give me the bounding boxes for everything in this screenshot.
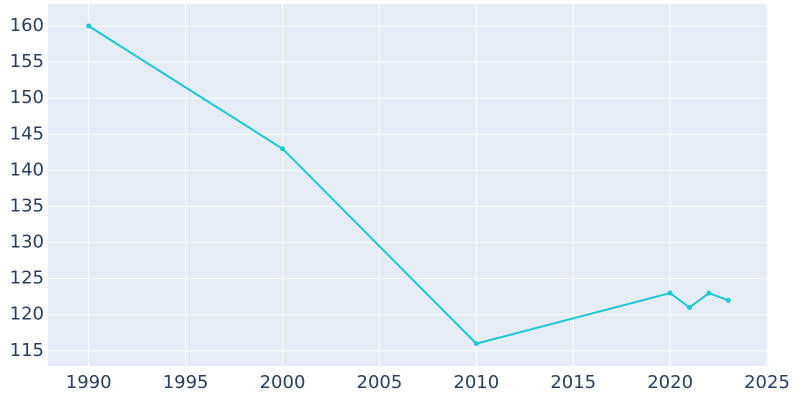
x-tick-label: 1990 — [66, 372, 112, 393]
marker — [687, 305, 693, 311]
y-tick-label: 115 — [10, 340, 44, 361]
y-tick-label: 150 — [10, 87, 44, 108]
y-tick-label: 125 — [10, 268, 44, 289]
x-tick-label: 2015 — [550, 372, 596, 393]
marker — [667, 290, 673, 296]
marker — [280, 146, 286, 152]
x-tick-label: 2010 — [453, 372, 499, 393]
x-tick-label: 2025 — [744, 372, 790, 393]
y-tick-label: 135 — [10, 195, 44, 216]
x-tick-label: 2000 — [260, 372, 306, 393]
x-tick-label: 1995 — [163, 372, 209, 393]
x-tick-label: 2005 — [357, 372, 403, 393]
y-tick-label: 120 — [10, 304, 44, 325]
y-tick-label: 155 — [10, 51, 44, 72]
y-tick-label: 145 — [10, 123, 44, 144]
marker — [725, 297, 731, 303]
marker — [473, 341, 479, 347]
marker — [86, 23, 92, 29]
x-tick-label: 2020 — [647, 372, 693, 393]
marker — [706, 290, 712, 296]
y-tick-label: 130 — [10, 232, 44, 253]
y-tick-label: 140 — [10, 159, 44, 180]
plot-background — [48, 4, 768, 366]
y-tick-label: 160 — [10, 15, 44, 36]
